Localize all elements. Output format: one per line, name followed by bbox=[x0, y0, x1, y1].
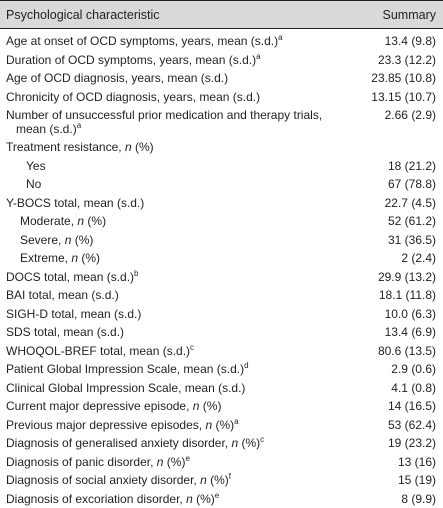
row-value: 18.1 (11.8) bbox=[366, 288, 436, 302]
row-label: Duration of OCD symptoms, years, mean (s… bbox=[6, 53, 366, 67]
row-value: 22.7 (4.5) bbox=[366, 196, 436, 210]
row-label: Current major depressive episode, n (%) bbox=[6, 399, 366, 413]
row-value: 67 (78.8) bbox=[366, 177, 436, 191]
row-value: 52 (61.2) bbox=[366, 214, 436, 228]
row-label: Diagnosis of generalised anxiety disorde… bbox=[6, 436, 366, 450]
table-row: Extreme, n (%) 2 (2.4) bbox=[0, 249, 443, 268]
row-value: 8 (9.9) bbox=[366, 492, 436, 506]
row-label: Diagnosis of excoriation disorder, n (%)… bbox=[6, 492, 366, 506]
table-row: Diagnosis of panic disorder, n (%)e 13 (… bbox=[0, 453, 443, 472]
row-label: Previous major depressive episodes, n (%… bbox=[6, 418, 366, 432]
table-row: Diagnosis of social anxiety disorder, n … bbox=[0, 471, 443, 490]
row-value: 2.66 (2.9) bbox=[366, 108, 436, 122]
row-value: 2.9 (0.6) bbox=[366, 362, 436, 376]
row-label: Chronicity of OCD diagnosis, years, mean… bbox=[6, 90, 366, 104]
table-row: Y-BOCS total, mean (s.d.) 22.7 (4.5) bbox=[0, 194, 443, 213]
table-row: Current major depressive episode, n (%) … bbox=[0, 397, 443, 416]
table-row: Age of OCD diagnosis, years, mean (s.d.)… bbox=[0, 69, 443, 88]
row-label: Y-BOCS total, mean (s.d.) bbox=[6, 196, 366, 210]
row-value: 29.9 (13.2) bbox=[366, 270, 436, 284]
table-row: BAI total, mean (s.d.) 18.1 (11.8) bbox=[0, 286, 443, 305]
row-value: 13.4 (9.8) bbox=[366, 34, 436, 48]
row-value: 10.0 (6.3) bbox=[366, 307, 436, 321]
table-row: SIGH-D total, mean (s.d.) 10.0 (6.3) bbox=[0, 305, 443, 324]
row-label: Age at onset of OCD symptoms, years, mea… bbox=[6, 34, 366, 48]
row-label: Treatment resistance, n (%) bbox=[6, 140, 366, 154]
table-row: Chronicity of OCD diagnosis, years, mean… bbox=[0, 88, 443, 107]
row-label: Severe, n (%) bbox=[6, 233, 366, 247]
row-label: Age of OCD diagnosis, years, mean (s.d.) bbox=[6, 71, 366, 85]
row-label: Yes bbox=[6, 159, 366, 173]
row-value: 31 (36.5) bbox=[366, 233, 436, 247]
table-row: Yes 18 (21.2) bbox=[0, 157, 443, 176]
row-value: 13 (16) bbox=[366, 455, 436, 469]
table-row: SDS total, mean (s.d.) 13.4 (6.9) bbox=[0, 323, 443, 342]
row-label: No bbox=[6, 177, 366, 191]
row-label: WHOQOL-BREF total, mean (s.d.)c bbox=[6, 344, 366, 358]
row-value: 18 (21.2) bbox=[366, 159, 436, 173]
row-label: SDS total, mean (s.d.) bbox=[6, 325, 366, 339]
row-value: 23.85 (10.8) bbox=[366, 71, 436, 85]
table-row: Clinical Global Impression Scale, mean (… bbox=[0, 379, 443, 398]
table-row: Duration of OCD symptoms, years, mean (s… bbox=[0, 51, 443, 70]
table-row: Patient Global Impression Scale, mean (s… bbox=[0, 360, 443, 379]
row-value: 13.15 (10.7) bbox=[366, 90, 436, 104]
table-row: Treatment resistance, n (%) bbox=[0, 138, 443, 157]
row-label: Number of unsuccessful prior medication … bbox=[6, 108, 366, 136]
row-label: Clinical Global Impression Scale, mean (… bbox=[6, 381, 366, 395]
table-row: Age at onset of OCD symptoms, years, mea… bbox=[0, 32, 443, 51]
table-row: DOCS total, mean (s.d.)b 29.9 (13.2) bbox=[0, 268, 443, 287]
row-label: Moderate, n (%) bbox=[6, 214, 366, 228]
row-value: 2 (2.4) bbox=[366, 251, 436, 265]
row-label: DOCS total, mean (s.d.)b bbox=[6, 270, 366, 284]
row-label: SIGH-D total, mean (s.d.) bbox=[6, 307, 366, 321]
row-value: 80.6 (13.5) bbox=[366, 344, 436, 358]
table-row: Number of unsuccessful prior medication … bbox=[0, 106, 443, 138]
row-label: Diagnosis of social anxiety disorder, n … bbox=[6, 473, 366, 487]
row-value: 19 (23.2) bbox=[366, 436, 436, 450]
row-label: Extreme, n (%) bbox=[6, 251, 366, 265]
row-value: 23.3 (12.2) bbox=[366, 53, 436, 67]
table-row: Diagnosis of generalised anxiety disorde… bbox=[0, 434, 443, 453]
row-value: 53 (62.4) bbox=[366, 418, 436, 432]
table-row: Moderate, n (%) 52 (61.2) bbox=[0, 212, 443, 231]
table-row: Severe, n (%) 31 (36.5) bbox=[0, 231, 443, 250]
row-label: Patient Global Impression Scale, mean (s… bbox=[6, 362, 366, 376]
table-row: Diagnosis of excoriation disorder, n (%)… bbox=[0, 490, 443, 508]
row-value: 15 (19) bbox=[366, 473, 436, 487]
row-value: 14 (16.5) bbox=[366, 399, 436, 413]
table-header: Psychological characteristic Summary bbox=[0, 0, 443, 29]
header-summary: Summary bbox=[383, 8, 436, 22]
table-row: No 67 (78.8) bbox=[0, 175, 443, 194]
header-characteristic: Psychological characteristic bbox=[6, 8, 160, 22]
table-body: Age at onset of OCD symptoms, years, mea… bbox=[0, 29, 443, 508]
row-label: Diagnosis of panic disorder, n (%)e bbox=[6, 455, 366, 469]
row-label: BAI total, mean (s.d.) bbox=[6, 288, 366, 302]
table-row: WHOQOL-BREF total, mean (s.d.)c 80.6 (13… bbox=[0, 342, 443, 361]
row-value: 13.4 (6.9) bbox=[366, 325, 436, 339]
row-value: 4.1 (0.8) bbox=[366, 381, 436, 395]
table-row: Previous major depressive episodes, n (%… bbox=[0, 416, 443, 435]
